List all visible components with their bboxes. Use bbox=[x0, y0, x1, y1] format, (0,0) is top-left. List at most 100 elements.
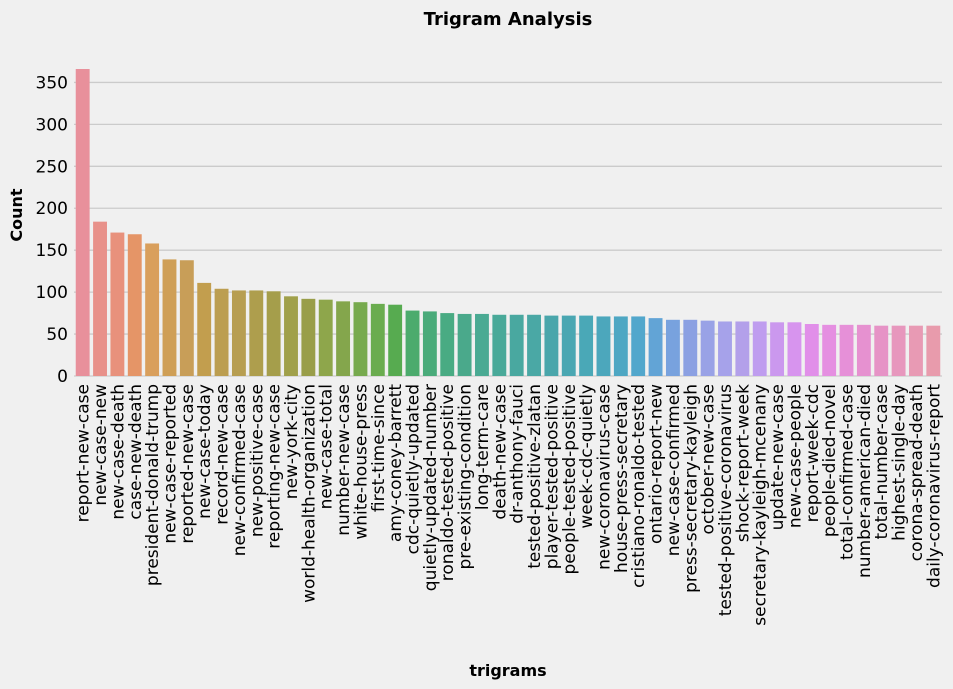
bar-first-time-since bbox=[370, 303, 385, 376]
x-tick-label: new-case-new bbox=[91, 384, 111, 506]
bar-report-new-case bbox=[75, 68, 90, 376]
bar-update-new-case bbox=[770, 322, 785, 376]
x-tick-label: pre-existing-condition bbox=[456, 384, 476, 570]
bar-new-york-city bbox=[284, 296, 298, 376]
bar-record-new-case bbox=[214, 288, 229, 376]
x-tick-label: people-tested-positive bbox=[560, 384, 580, 574]
bar-cristiano-ronaldo-tested bbox=[631, 316, 646, 376]
x-tick-label: new-york-city bbox=[282, 384, 302, 499]
y-axis-label: Count bbox=[7, 188, 26, 242]
bar-week-cdc-quietly bbox=[579, 315, 594, 376]
bar-corona-spread-death bbox=[909, 325, 923, 376]
bar-new-case-total bbox=[318, 299, 333, 376]
y-tick-label: 0 bbox=[57, 367, 68, 387]
bar-press-secretary-kayleigh bbox=[683, 319, 698, 376]
y-tick-label: 300 bbox=[36, 115, 68, 135]
x-tick-label: dr-anthony-fauci bbox=[508, 384, 528, 524]
bar-tested-positive-zlatan bbox=[527, 314, 541, 376]
bar-cdc-quietly-updated bbox=[405, 310, 420, 376]
x-tick-label: new-case-death bbox=[108, 384, 128, 520]
bar-dr-anthony-fauci bbox=[509, 314, 524, 376]
x-tick-label: october-new-case bbox=[699, 384, 719, 534]
x-tick-label: tested-positive-coronavirus bbox=[716, 384, 736, 616]
x-axis-ticks: report-new-casenew-case-newnew-case-deat… bbox=[74, 384, 945, 626]
x-tick-label: long-term-care bbox=[473, 384, 493, 510]
bar-people-died-novel bbox=[822, 324, 837, 376]
x-tick-label: secretary-kayleigh-mcenany bbox=[751, 384, 771, 626]
bar-daily-coronavirus-report bbox=[926, 325, 941, 376]
x-tick-label: press-secretary-kayleigh bbox=[681, 384, 701, 593]
x-tick-label: new-case-total bbox=[317, 384, 337, 509]
x-tick-label: amy-coney-barrett bbox=[386, 384, 406, 542]
x-tick-label: reporting-new-case bbox=[265, 384, 285, 549]
x-tick-label: president-donald-trump bbox=[143, 384, 163, 586]
bar-white-house-press bbox=[353, 302, 368, 376]
bar-world-health-organization bbox=[301, 298, 316, 376]
bar-player-tested-positive bbox=[544, 315, 559, 376]
bar-tested-positive-coronavirus bbox=[718, 321, 732, 376]
bar-new-confirmed-case bbox=[231, 290, 246, 376]
y-tick-label: 350 bbox=[36, 73, 68, 93]
x-tick-label: ronaldo-tested-positive bbox=[438, 384, 458, 581]
bar-ronaldo-tested-positive bbox=[440, 313, 455, 376]
y-tick-label: 50 bbox=[46, 325, 68, 345]
bar-pre-existing-condition bbox=[457, 313, 472, 376]
x-tick-label: new-positive-case bbox=[247, 384, 267, 537]
y-tick-label: 100 bbox=[36, 283, 68, 303]
x-tick-label: new-confirmed-case bbox=[230, 384, 250, 556]
x-axis-label: trigrams bbox=[469, 661, 546, 680]
bar-october-new-case bbox=[700, 320, 715, 376]
x-tick-label: house-press-secretary bbox=[612, 384, 632, 573]
bar-new-case-new bbox=[93, 221, 107, 376]
y-tick-label: 250 bbox=[36, 157, 68, 177]
x-tick-label: new-coronavirus-case bbox=[594, 384, 614, 570]
x-tick-label: people-died-novel bbox=[820, 384, 840, 537]
bars bbox=[75, 68, 941, 376]
x-tick-label: death-new-case bbox=[490, 384, 510, 520]
x-tick-label: highest-single-day bbox=[890, 384, 910, 541]
bar-new-case-today bbox=[197, 282, 212, 376]
x-tick-label: new-case-people bbox=[785, 384, 805, 528]
bar-long-term-care bbox=[475, 313, 489, 376]
x-tick-label: ontario-report-new bbox=[647, 384, 667, 544]
bar-new-positive-case bbox=[249, 290, 264, 376]
bar-secretary-kayleigh-mcenany bbox=[752, 321, 767, 376]
bar-ontario-report-new bbox=[648, 318, 663, 376]
x-tick-label: daily-coronavirus-report bbox=[924, 384, 944, 588]
bar-total-number-case bbox=[874, 325, 889, 376]
x-tick-label: tested-positive-zlatan bbox=[525, 384, 545, 569]
bar-new-case-death bbox=[110, 232, 125, 376]
bar-quietly-updated-number bbox=[422, 311, 437, 376]
y-axis-ticks: 0 50 100 150 200 250 300 350 bbox=[36, 73, 68, 387]
bar-report-week-cdc bbox=[804, 323, 819, 376]
x-tick-label: number-new-case bbox=[334, 384, 354, 536]
x-tick-label: report-week-cdc bbox=[803, 384, 823, 522]
x-tick-label: update-new-case bbox=[768, 384, 788, 530]
bar-reporting-new-case bbox=[266, 291, 281, 376]
y-tick-label: 150 bbox=[36, 241, 68, 261]
x-tick-label: new-case-today bbox=[195, 384, 215, 519]
x-tick-label: record-new-case bbox=[213, 384, 233, 525]
bar-amy-coney-barrett bbox=[388, 304, 403, 376]
x-tick-label: total-number-case bbox=[872, 384, 892, 539]
bar-house-press-secretary bbox=[613, 316, 628, 376]
bar-shock-report-week bbox=[735, 321, 750, 376]
bar-new-case-people bbox=[787, 322, 802, 376]
x-tick-label: white-house-press bbox=[351, 384, 371, 540]
x-tick-label: shock-report-week bbox=[733, 384, 753, 542]
bar-total-confirmed-case bbox=[839, 324, 854, 376]
bar-highest-single-day bbox=[891, 325, 906, 376]
x-tick-label: reported-new-case bbox=[178, 384, 198, 544]
x-tick-label: corona-spread-death bbox=[907, 384, 927, 561]
bar-people-tested-positive bbox=[561, 315, 576, 376]
x-tick-label: first-time-since bbox=[369, 384, 389, 512]
x-tick-label: cristiano-ronaldo-tested bbox=[629, 384, 649, 588]
bar-president-donald-trump bbox=[145, 243, 160, 376]
x-tick-label: new-case-confirmed bbox=[664, 384, 684, 556]
x-tick-label: number-american-died bbox=[855, 384, 875, 578]
bar-death-new-case bbox=[492, 314, 507, 376]
x-tick-label: quietly-updated-number bbox=[421, 384, 441, 591]
x-tick-label: case-new-death bbox=[126, 384, 146, 520]
x-tick-label: week-cdc-quietly bbox=[577, 384, 597, 529]
